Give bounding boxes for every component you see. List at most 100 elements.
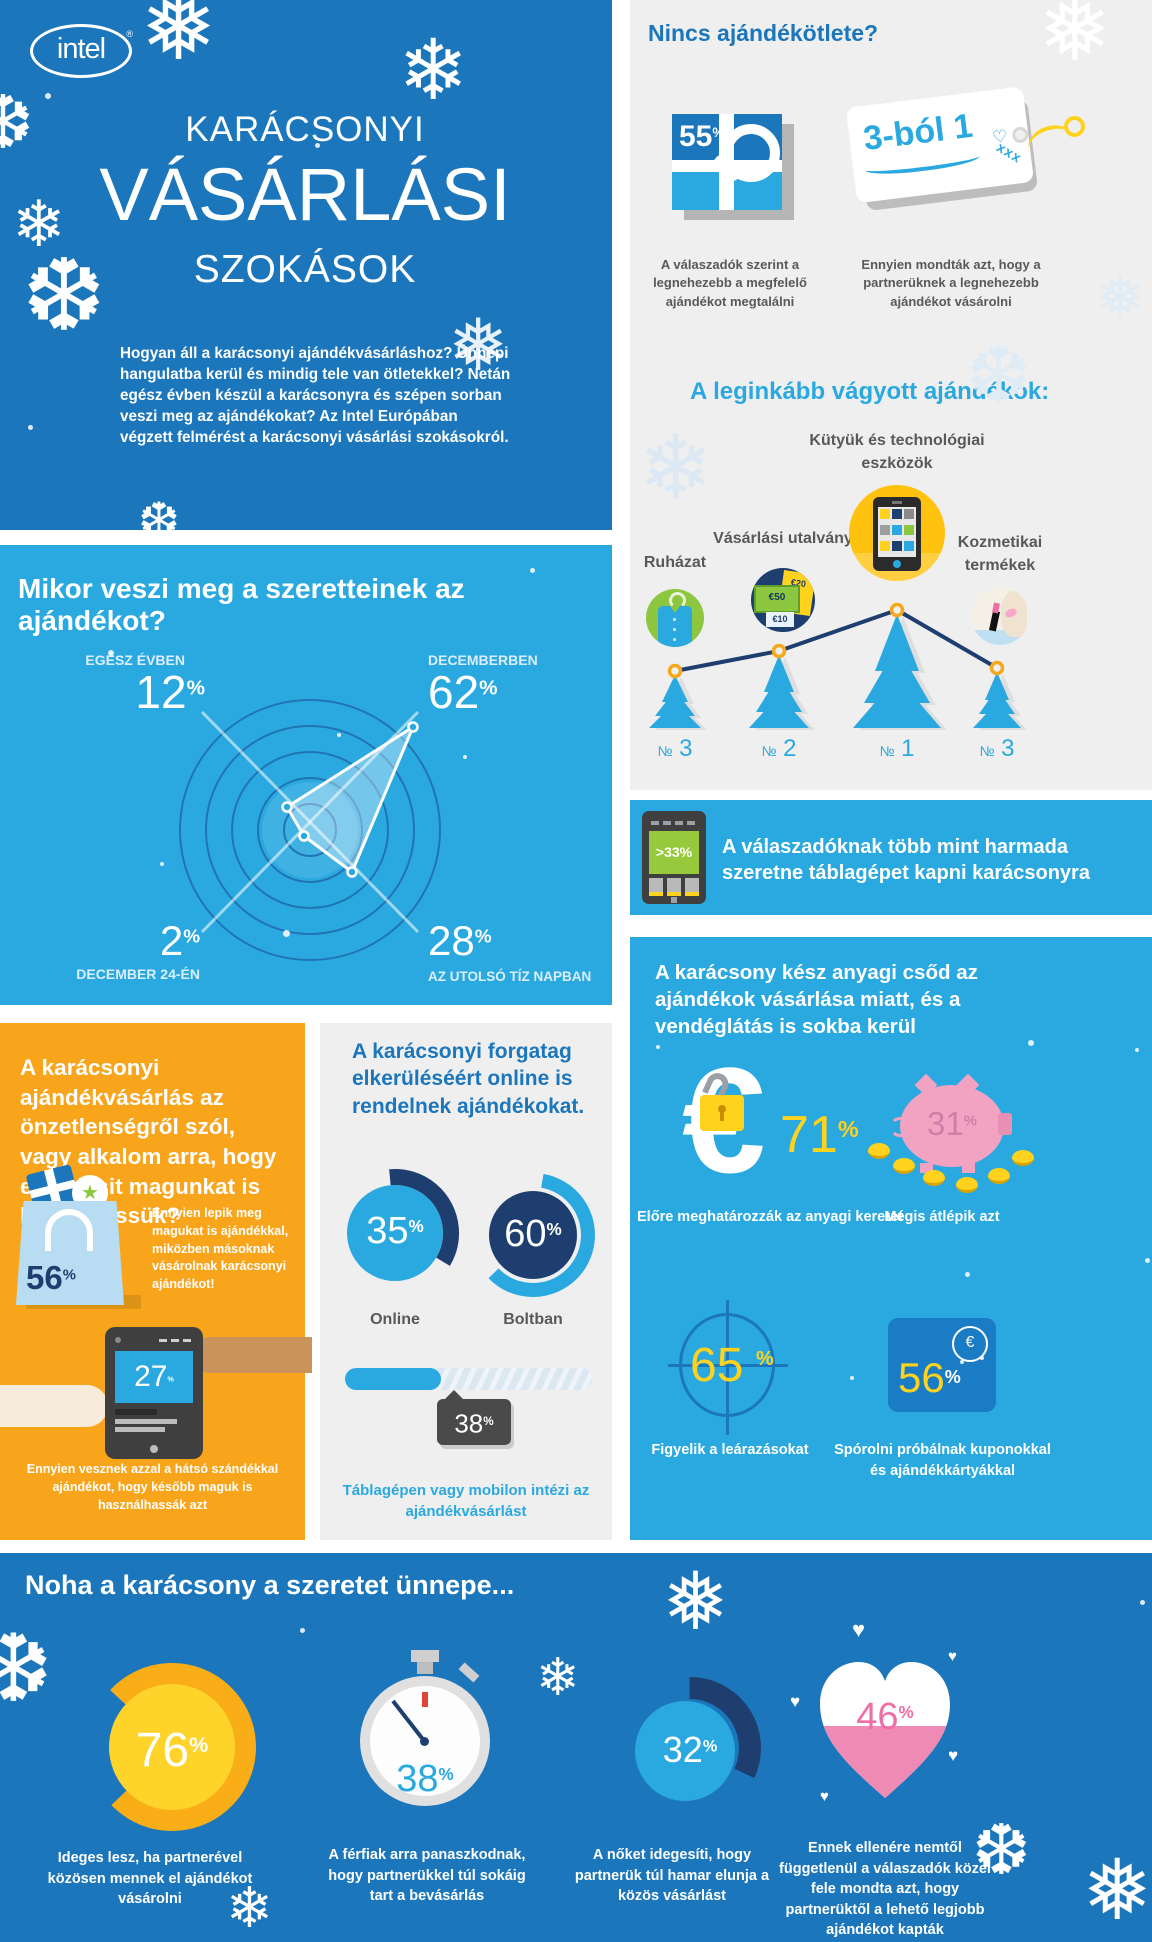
limit-caption: Előre meghatározzák az anyagi keretet xyxy=(637,1209,903,1225)
bag-caption: Ennyien lepik meg magukat is ajándékkal,… xyxy=(152,1206,289,1291)
no-idea-heading: Nincs ajándékötlete? xyxy=(648,20,879,46)
stat-label-december: DECEMBERBEN xyxy=(428,652,538,668)
tag-caption: Ennyien mondták azt, hogy a partnerüknek… xyxy=(861,257,1041,309)
stat-value-yearround: 12% xyxy=(135,666,205,718)
donut-store-label: Boltban xyxy=(503,1311,563,1328)
online-panel: A karácsonyi forgatag elkerüléséért onli… xyxy=(320,1023,612,1540)
progress-tooltip: 38% xyxy=(437,1390,511,1445)
snowflake-icon: ❅ xyxy=(1038,0,1112,79)
snowflake-icon: ❄ xyxy=(536,1649,580,1707)
piggy-tail xyxy=(890,1117,910,1137)
donut-online xyxy=(331,1169,459,1297)
coupons-value: 56% xyxy=(898,1354,961,1401)
snowflake-icon: ❅ xyxy=(1095,264,1146,331)
snowflake-icon: ❆ xyxy=(138,493,180,549)
phone-home-button xyxy=(893,560,901,568)
hanger-hook-icon xyxy=(669,592,686,609)
bag-handle-icon xyxy=(45,1209,93,1251)
gadgets-icon xyxy=(849,485,945,581)
snowflake-icon: ❆ xyxy=(0,1616,53,1721)
donut-store xyxy=(471,1173,595,1297)
stat-label-yearround: EGÉSZ ÉVBEN xyxy=(85,652,185,668)
snowflake-icon: ❆ xyxy=(0,81,35,164)
heart-icon: ♥ xyxy=(852,1617,866,1642)
selfie-tablet-group: 27% xyxy=(0,1323,312,1483)
progress-bar-fill xyxy=(345,1368,441,1390)
piggy-bank-icon: 31% xyxy=(890,1073,1018,1185)
main-title-line3: SZOKÁSOK xyxy=(193,248,417,291)
snowflake-icon: ❄ xyxy=(226,1876,273,1939)
gift-body: 55% xyxy=(672,114,782,210)
heart-icon: ♥ xyxy=(820,1788,829,1805)
sales-value: 65 xyxy=(690,1339,744,1392)
radar-chart xyxy=(179,699,441,961)
progress-caption: Táblagépen vagy mobilon intézi az ajándé… xyxy=(342,1482,590,1521)
tablet-wish-text: A válaszadóknak több mint harmada szeret… xyxy=(722,836,1090,884)
limit-value: 71% xyxy=(780,1106,859,1164)
heart-icon: ♥ xyxy=(948,1746,959,1765)
progress-value: 38% xyxy=(454,1408,494,1439)
intro-paragraph: Hogyan áll a karácsonyi ajándékvásárlásh… xyxy=(120,345,511,446)
tablet-screen-value: 27% xyxy=(115,1351,193,1403)
women-caption: A nőket idegesíti, hogy partnerük túl ha… xyxy=(574,1847,770,1905)
snowflake-icon: ❄ xyxy=(638,419,714,519)
snowflake-icon: ❆ xyxy=(972,1811,1031,1889)
tablet-menu-dashes xyxy=(159,1339,193,1342)
percent-sign: % xyxy=(712,125,725,141)
right-hand-icon xyxy=(192,1337,312,1373)
gift-caption: A válaszadók szerint a legnehezebb a meg… xyxy=(653,257,807,309)
nervous-caption: Ideges lesz, ha partnerével közösen menn… xyxy=(47,1850,253,1908)
nervous-pie-chart xyxy=(88,1663,256,1831)
love-panel: Noha a karácsony a szeretet ünnepe... 76… xyxy=(0,1553,1152,1942)
piggy-value: 31% xyxy=(927,1105,977,1142)
padlock-keyhole xyxy=(718,1105,726,1113)
tablet-home-button xyxy=(150,1445,158,1453)
registered-mark: ® xyxy=(126,29,133,39)
heart-icon: ♥ xyxy=(790,1692,801,1711)
ranking-trees-chart xyxy=(649,602,1027,730)
padlock-icon xyxy=(700,1069,746,1133)
star-icon: ★ xyxy=(81,1182,99,1204)
category-label-gadgets: Kütyük és technológiai eszközök xyxy=(809,432,985,472)
tablet-27-icon: 27% xyxy=(105,1327,203,1459)
snowflake-icon: ❅ xyxy=(1082,1843,1152,1937)
tablet-wish-panel: >33% A válaszadóknak több mint harmada s… xyxy=(630,800,1152,915)
snowflake-icon: ❄ xyxy=(12,188,66,260)
piggy-caption: Mégis átlépik azt xyxy=(884,1209,1000,1225)
coupon-card-icon: € 56% xyxy=(888,1318,996,1412)
online-heading: A karácsonyi forgatag elkerüléséért onli… xyxy=(352,1040,585,1118)
coin-icon xyxy=(893,1158,915,1174)
main-title-line1: KARÁCSONYI xyxy=(185,110,425,149)
men-caption: A férfiak arra panaszkodnak, hogy partne… xyxy=(328,1847,526,1905)
donut-store-value: 60% xyxy=(504,1213,562,1255)
tooltip-pointer xyxy=(445,1390,463,1399)
stat-value-december: 62% xyxy=(428,666,498,718)
category-label-voucher: Vásárlási utalvány xyxy=(713,530,853,547)
stat-value-dec24: 2% xyxy=(159,917,200,964)
selfie-tablet-caption: Ennyien vesznek azzal a hátsó szándékkal… xyxy=(26,1462,279,1512)
left-hand-icon xyxy=(0,1385,108,1427)
snowflake-icon: ❆ xyxy=(22,240,106,352)
when-buy-heading: Mikor veszi meg a szeretteinek az ajándé… xyxy=(18,573,465,636)
gift-idea-panel: Nincs ajándékötlete? 55% A válaszadók sz… xyxy=(630,0,1152,790)
coin-icon xyxy=(988,1168,1010,1184)
piggy-snout xyxy=(998,1113,1012,1135)
women-donut-chart xyxy=(619,1677,761,1819)
coin-icon xyxy=(1012,1150,1034,1166)
tablet-33-dashes xyxy=(651,821,697,825)
price-tag-icon: 3-ból 1 ♡ xxx xyxy=(845,85,1049,222)
gift-value: 55% xyxy=(679,120,725,153)
tag-text: 3-ból 1 xyxy=(861,106,975,158)
shirt-collar xyxy=(670,606,680,613)
clothing-icon xyxy=(646,589,704,647)
cosmetics-icon xyxy=(971,587,1029,645)
wished-heading: A leginkább vágyott ajándékok: xyxy=(690,378,1050,405)
sales-caption: Figyelik a leárazásokat xyxy=(651,1442,809,1458)
tablet-camera-dot xyxy=(115,1337,121,1343)
intel-logo: intel ® xyxy=(30,24,133,78)
stopwatch-tick xyxy=(422,1692,428,1707)
voucher-10: €10 xyxy=(766,612,794,627)
shirt-icon xyxy=(658,606,692,647)
budget-heading: A karácsony kész anyagi csőd az ajándéko… xyxy=(655,961,978,1039)
